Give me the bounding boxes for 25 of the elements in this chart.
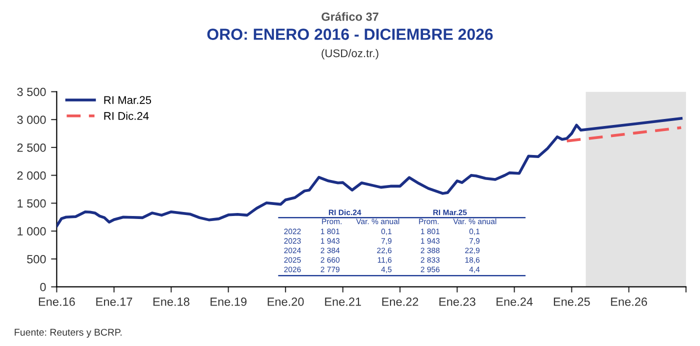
x-tick-label: Ene.24	[496, 298, 533, 306]
y-tick-label: 500	[27, 254, 46, 264]
y-tick-label: 2 500	[17, 143, 46, 152]
x-tick-label: Ene.19	[210, 298, 247, 306]
y-tick-label: 3 500	[17, 88, 46, 96]
x-tick-label: Ene.22	[382, 298, 418, 306]
x-tick-label: Ene.25	[554, 298, 590, 306]
y-tick-label: 1 000	[18, 227, 46, 236]
y-tick-label: 3 000	[17, 116, 46, 124]
x-tick-label: Ene.16	[38, 298, 75, 306]
x-tick-label: Ene.17	[96, 298, 132, 306]
text: Gráfico 37	[322, 12, 378, 21]
source-note: Fuente: Reuters y BCRP.	[14, 328, 122, 338]
legend-label: RI Mar.25	[104, 96, 152, 104]
y-tick-label: 2 000	[17, 171, 46, 180]
y-tick-label: 0	[40, 282, 46, 292]
legend-label: RI Dic.24	[104, 112, 149, 120]
x-tick-label: Ene.23	[439, 298, 476, 306]
x-tick-label: Ene.21	[325, 298, 361, 306]
y-tick-label: 1 500	[18, 199, 46, 208]
chart-title: ORO: ENERO 2016 - DICIEMBRE 2026	[207, 28, 493, 40]
x-tick-label: Ene.20	[268, 298, 304, 306]
chart-subtitle: (USD/oz.tr.)	[322, 49, 378, 60]
x-tick-label: Ene.18	[153, 298, 190, 306]
x-tick-label: Ene.26	[611, 298, 648, 306]
